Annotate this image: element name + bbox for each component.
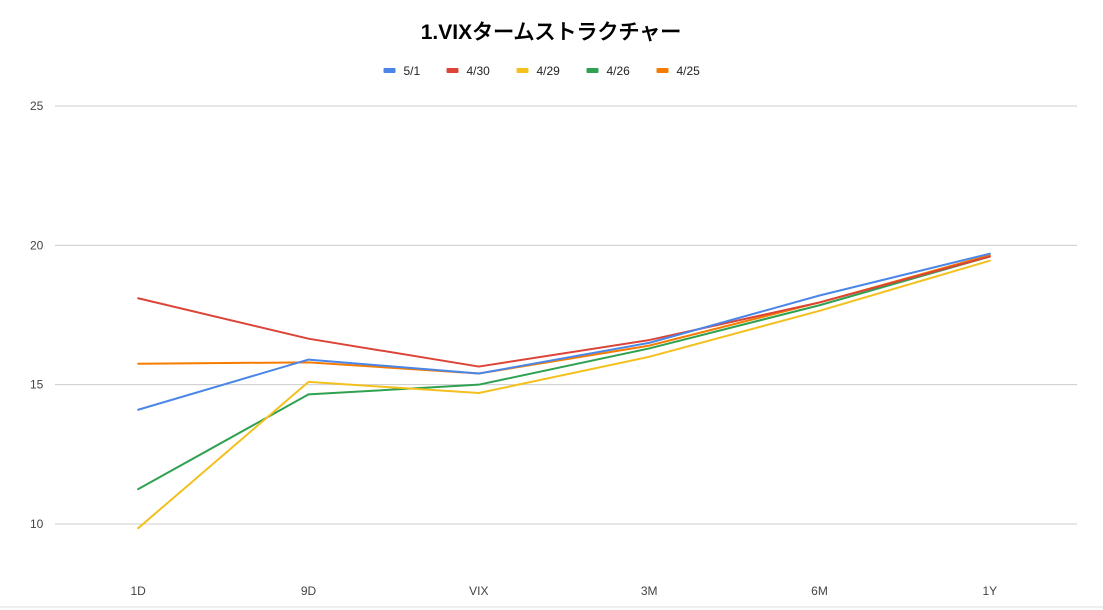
legend-swatch <box>446 68 459 73</box>
series-line-4-30 <box>137 255 991 368</box>
y-gridlines <box>0 105 1103 608</box>
series-line-5-1 <box>137 252 991 411</box>
chart-title: 1.VIXタームストラクチャー <box>421 21 682 44</box>
legend-item-4-26: 4/26 <box>586 64 631 78</box>
series-line-4-26 <box>137 255 991 491</box>
series-line-4-25 <box>137 254 991 375</box>
legend-label: 4/30 <box>467 64 491 78</box>
y-tick-label: 10 <box>30 517 44 531</box>
legend-label: 4/26 <box>607 64 631 78</box>
x-tick-label: 3M <box>641 584 658 598</box>
legend-item-5-1: 5/1 <box>383 64 421 78</box>
x-tick-label: 6M <box>811 584 828 598</box>
x-axis-ticks: 1D 9D VIX 3M 6M 1Y <box>130 584 997 598</box>
y-axis-ticks: 10 15 20 25 <box>30 99 44 531</box>
legend-item-4-25: 4/25 <box>656 64 701 78</box>
legend-swatch <box>383 68 396 73</box>
x-tick-label: 1Y <box>982 584 997 598</box>
legend-label: 5/1 <box>404 64 421 78</box>
legend-swatch <box>586 68 599 73</box>
x-tick-label: 9D <box>301 584 317 598</box>
y-tick-label: 25 <box>30 99 44 113</box>
y-tick-label: 20 <box>30 238 44 252</box>
series-line-4-29 <box>137 259 991 530</box>
legend-item-4-30: 4/30 <box>446 64 491 78</box>
x-tick-label: 1D <box>130 584 146 598</box>
legend: 5/1 4/30 4/29 4/26 4/25 <box>383 64 701 78</box>
legend-label: 4/25 <box>677 64 701 78</box>
y-tick-label: 15 <box>30 378 44 392</box>
legend-label: 4/29 <box>537 64 561 78</box>
x-tick-label: VIX <box>469 584 488 598</box>
legend-swatch <box>656 68 669 73</box>
series-lines <box>137 252 991 530</box>
legend-swatch <box>516 68 529 73</box>
legend-item-4-29: 4/29 <box>516 64 561 78</box>
